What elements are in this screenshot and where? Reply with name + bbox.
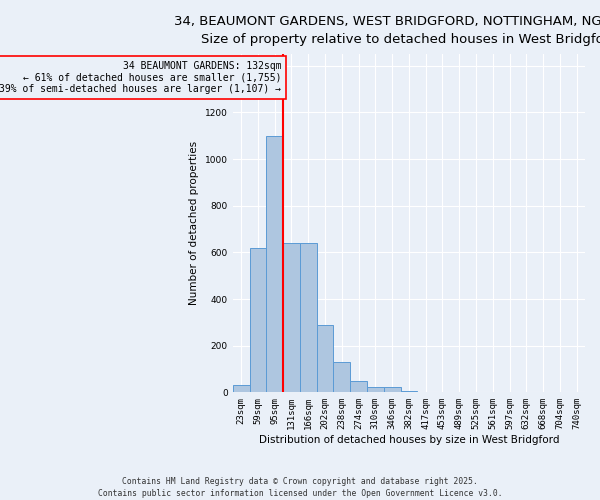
Bar [283, 243, 300, 392]
Bar [266, 136, 283, 392]
X-axis label: Distribution of detached houses by size in West Bridgford: Distribution of detached houses by size … [259, 435, 559, 445]
Bar [233, 386, 250, 392]
Bar [250, 248, 266, 392]
Bar [384, 386, 401, 392]
Text: Contains HM Land Registry data © Crown copyright and database right 2025.
Contai: Contains HM Land Registry data © Crown c… [98, 476, 502, 498]
Bar [367, 386, 384, 392]
Y-axis label: Number of detached properties: Number of detached properties [190, 141, 199, 306]
Bar [401, 391, 417, 392]
Text: 34 BEAUMONT GARDENS: 132sqm
← 61% of detached houses are smaller (1,755)
39% of : 34 BEAUMONT GARDENS: 132sqm ← 61% of det… [0, 61, 281, 94]
Title: 34, BEAUMONT GARDENS, WEST BRIDGFORD, NOTTINGHAM, NG2 7FW
Size of property relat: 34, BEAUMONT GARDENS, WEST BRIDGFORD, NO… [174, 15, 600, 46]
Bar [300, 243, 317, 392]
Bar [317, 324, 334, 392]
Bar [334, 362, 350, 392]
Bar [350, 380, 367, 392]
